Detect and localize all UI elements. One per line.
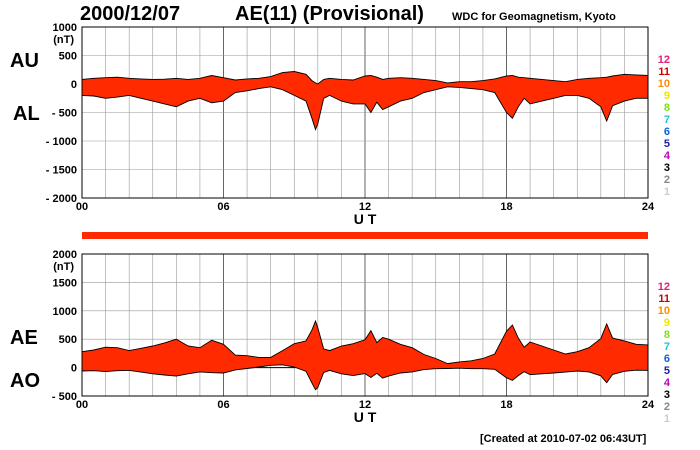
y-tick-label: - 1000 bbox=[46, 136, 77, 148]
station-count-6: 6 bbox=[664, 353, 670, 365]
y-tick-label: - 2000 bbox=[46, 193, 77, 205]
x-tick-label: 24 bbox=[642, 399, 655, 411]
station-count-9: 9 bbox=[664, 317, 670, 329]
y-tick-label: 500 bbox=[59, 334, 77, 346]
y-tick-label: - 500 bbox=[52, 391, 77, 403]
y-tick-label: 0 bbox=[71, 363, 77, 375]
x-tick-label: 12 bbox=[359, 201, 371, 213]
station-count-bar bbox=[82, 232, 648, 239]
station-count-6: 6 bbox=[664, 126, 670, 138]
ao-label: AO bbox=[10, 370, 40, 392]
x-tick-label: 00 bbox=[76, 201, 88, 213]
y-tick-label: 2000 bbox=[53, 249, 77, 261]
station-count-7: 7 bbox=[664, 341, 670, 353]
station-count-8: 8 bbox=[664, 102, 670, 114]
x-tick-label: 18 bbox=[500, 399, 512, 411]
x-tick-label: 12 bbox=[359, 399, 371, 411]
station-count-12: 12 bbox=[658, 54, 670, 66]
area-AU-AL bbox=[82, 71, 648, 130]
series-line-AE bbox=[81, 319, 649, 365]
y-axis-unit: (nT) bbox=[53, 261, 74, 273]
x-tick-label: 00 bbox=[76, 399, 88, 411]
y-tick-label: 1000 bbox=[53, 22, 77, 34]
plot-frame bbox=[81, 253, 649, 397]
al-label: AL bbox=[13, 103, 40, 125]
series-line-AL bbox=[81, 86, 648, 131]
panel-1 bbox=[81, 253, 649, 397]
au-label: AU bbox=[10, 50, 39, 72]
station-count-5: 5 bbox=[664, 365, 670, 377]
index-title: AE(11) (Provisional) bbox=[235, 3, 424, 25]
station-count-10: 10 bbox=[658, 78, 670, 90]
y-tick-label: 1000 bbox=[53, 306, 77, 318]
x-tick-label: 06 bbox=[217, 399, 229, 411]
station-count-3: 3 bbox=[664, 162, 670, 174]
x-tick-label: 06 bbox=[217, 201, 229, 213]
station-count-11: 11 bbox=[658, 293, 670, 305]
x-tick-label: 18 bbox=[500, 201, 512, 213]
station-count-5: 5 bbox=[664, 138, 670, 150]
date-title: 2000/12/07 bbox=[80, 3, 181, 25]
ae-label: AE bbox=[10, 327, 38, 349]
station-count-9: 9 bbox=[664, 90, 670, 102]
station-count-2: 2 bbox=[664, 174, 670, 186]
y-tick-label: - 500 bbox=[52, 108, 77, 120]
station-count-3: 3 bbox=[664, 389, 670, 401]
created-timestamp: [Created at 2010-07-02 06:43UT] bbox=[480, 433, 647, 445]
series-line-AU bbox=[81, 71, 649, 85]
panel-0 bbox=[81, 26, 649, 199]
x-axis-label: U T bbox=[354, 211, 377, 227]
plot-frame bbox=[81, 26, 649, 199]
y-tick-label: 500 bbox=[59, 51, 77, 63]
station-count-2: 2 bbox=[664, 401, 670, 413]
station-count-11: 11 bbox=[658, 66, 670, 78]
station-count-7: 7 bbox=[664, 114, 670, 126]
series-line-AO bbox=[81, 364, 649, 391]
source-label: WDC for Geomagnetism, Kyoto bbox=[452, 11, 616, 23]
y-tick-label: 1500 bbox=[53, 277, 77, 289]
station-count-4: 4 bbox=[664, 150, 671, 162]
x-tick-label: 24 bbox=[642, 201, 655, 213]
y-tick-label: - 1500 bbox=[46, 165, 77, 177]
y-tick-label: 0 bbox=[71, 79, 77, 91]
station-count-1: 1 bbox=[664, 413, 670, 425]
y-axis-unit: (nT) bbox=[53, 34, 74, 46]
station-count-4: 4 bbox=[664, 377, 671, 389]
station-count-8: 8 bbox=[664, 329, 670, 341]
x-axis-label: U T bbox=[354, 409, 377, 425]
station-count-1: 1 bbox=[664, 186, 670, 198]
station-count-12: 12 bbox=[658, 281, 670, 293]
station-count-10: 10 bbox=[658, 305, 670, 317]
